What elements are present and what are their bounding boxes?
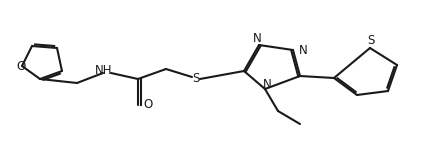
Text: NH: NH (95, 63, 113, 77)
Text: N: N (299, 44, 308, 57)
Text: S: S (367, 35, 375, 48)
Text: O: O (16, 60, 26, 73)
Text: N: N (262, 78, 271, 91)
Text: O: O (143, 99, 152, 112)
Text: S: S (192, 72, 200, 85)
Text: N: N (253, 32, 262, 46)
